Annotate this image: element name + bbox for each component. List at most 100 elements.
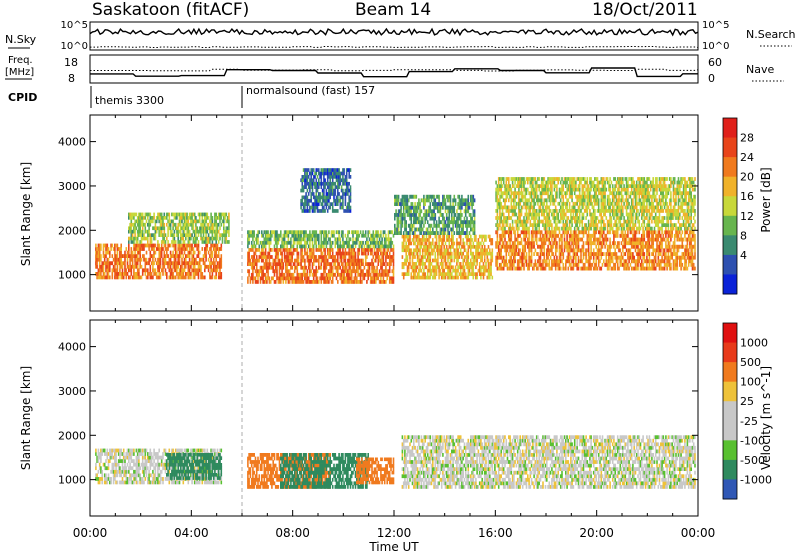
data-cell-2 — [253, 251, 255, 256]
data-cell-2 — [373, 272, 376, 277]
data-cell-5 — [425, 275, 428, 280]
data-cell-5 — [456, 245, 458, 249]
data-cell-6 — [433, 223, 435, 228]
data-cell-5 — [458, 262, 461, 266]
data-cell-7 — [651, 233, 653, 238]
data-cell-7 — [608, 244, 610, 249]
data-cell-7 — [591, 252, 594, 256]
data-cell-4 — [347, 202, 349, 206]
data-cell-1 — [216, 222, 219, 227]
data-cell-2 — [385, 269, 387, 274]
data-cell-7 — [628, 241, 630, 246]
data-cell-4 — [305, 202, 307, 206]
data-cell-7 — [565, 266, 567, 271]
data-cell-0 — [152, 243, 154, 248]
data-cell-2 — [249, 248, 252, 252]
data-cell-5 — [434, 255, 437, 259]
data-cell-4 — [311, 205, 314, 210]
data-cell-4 — [335, 175, 338, 179]
data-cell-1 — [130, 226, 133, 231]
data-cell-2 — [392, 269, 395, 274]
data-cell-4 — [334, 198, 337, 203]
data-cell-7 — [577, 255, 580, 260]
data-cell-5 — [467, 238, 470, 242]
data-cell-5 — [462, 265, 464, 270]
data-cell-3 — [249, 230, 252, 235]
data-cell-7 — [620, 262, 623, 267]
data-cell-7 — [605, 262, 608, 267]
data-cell-1 — [135, 212, 138, 217]
data-cell-1 — [154, 222, 157, 227]
data-cell-3 — [255, 240, 258, 245]
data-cell-0 — [126, 261, 129, 266]
data-cell-2 — [377, 251, 380, 256]
data-cell-4 — [300, 178, 302, 183]
data-cell-7 — [577, 237, 580, 242]
data-cell-5 — [421, 241, 424, 246]
data-cell-4 — [331, 188, 334, 193]
data-cell-5 — [452, 245, 454, 249]
data-cell-7 — [567, 241, 570, 246]
data-cell-5 — [483, 238, 486, 242]
data-cell-2 — [312, 272, 315, 277]
data-cell-4 — [315, 168, 318, 172]
data-cell-2 — [248, 251, 250, 256]
data-cell-2 — [386, 248, 388, 252]
data-cell-2 — [297, 258, 300, 263]
data-cell-3 — [300, 233, 302, 238]
data-cell-7 — [594, 237, 596, 242]
data-cell-3 — [335, 230, 338, 235]
data-cell-3 — [364, 230, 367, 235]
data-cell-7 — [577, 244, 580, 249]
data-cell-5 — [401, 255, 404, 259]
data-cell-7 — [554, 233, 557, 238]
data-cell-6 — [463, 202, 466, 206]
data-cell-7 — [549, 233, 552, 238]
data-cell-6 — [473, 227, 476, 232]
data-cell-7 — [599, 233, 601, 238]
data-cell-7 — [502, 241, 505, 246]
data-cell-6 — [415, 220, 418, 225]
data-cell-3 — [276, 240, 278, 245]
data-cell-4 — [329, 205, 331, 210]
data-cell-7 — [663, 252, 666, 256]
data-cell-4 — [337, 209, 339, 213]
data-cell-5 — [451, 241, 453, 246]
data-cell-1 — [149, 216, 152, 220]
data-cell-3 — [262, 240, 264, 245]
data-cell-4 — [314, 185, 316, 189]
data-cell-2 — [391, 269, 394, 274]
data-cell-5 — [421, 262, 424, 266]
data-cell-1 — [135, 226, 138, 231]
data-cell-2 — [347, 262, 349, 266]
data-cell-4 — [305, 171, 307, 176]
data-cell-3 — [247, 237, 249, 242]
data-cell-0 — [181, 257, 183, 262]
data-cell-2 — [271, 265, 273, 270]
data-cell-6 — [424, 209, 426, 214]
data-cell-0 — [220, 247, 223, 251]
data-cell-4 — [312, 202, 315, 206]
data-cell-7 — [505, 241, 508, 246]
data-cell-2 — [300, 265, 302, 270]
data-cell-0 — [200, 264, 202, 269]
data-cell-3 — [305, 230, 307, 235]
data-cell-2 — [288, 272, 291, 277]
data-cell-2 — [309, 269, 311, 274]
data-cell-0 — [177, 272, 179, 276]
data-cell-4 — [325, 205, 328, 210]
data-cell-3 — [325, 244, 328, 249]
data-cell-6 — [400, 205, 402, 210]
data-cell-0 — [217, 264, 220, 269]
data-cell-5 — [409, 248, 411, 253]
data-cell-3 — [345, 244, 348, 249]
data-cell-1 — [205, 216, 207, 220]
data-cell-2 — [258, 272, 261, 277]
data-cell-2 — [297, 251, 300, 256]
data-cell-5 — [404, 238, 406, 242]
data-cell-2 — [321, 251, 324, 256]
data-cell-1 — [129, 226, 131, 231]
data-cell-6 — [409, 216, 411, 221]
data-cell-1 — [192, 212, 195, 217]
data-cell-7 — [516, 262, 519, 267]
